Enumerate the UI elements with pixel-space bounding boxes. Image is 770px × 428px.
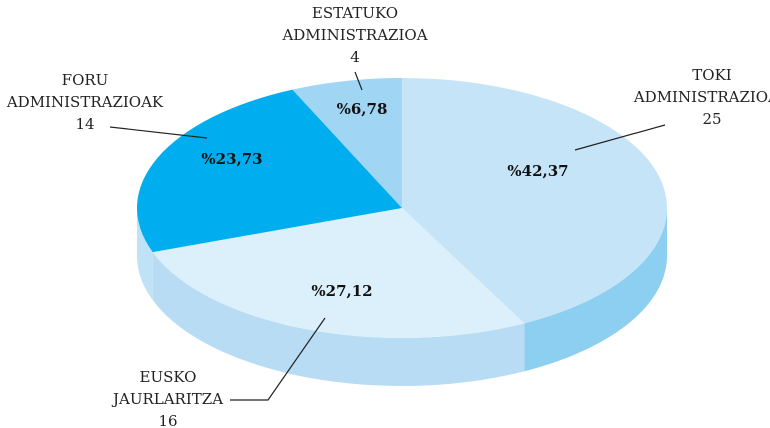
- slice-name: ESTATUKO ADMINISTRAZIOA: [281, 4, 427, 44]
- percent-label: %23,73: [201, 150, 262, 168]
- name-line: ADMINISTRAZIOAK: [6, 93, 164, 111]
- pie-side: [137, 208, 153, 301]
- pie-slice: [402, 78, 667, 324]
- name-line: EUSKO: [140, 368, 197, 386]
- name-line: ESTATUKO: [312, 4, 398, 22]
- name-line: TOKI: [692, 66, 732, 84]
- slice-count: 25: [702, 110, 721, 128]
- slice-count: 16: [158, 412, 177, 428]
- leader-line: [109, 126, 208, 139]
- name-line: JAURLARITZA: [111, 390, 223, 408]
- leader-line: [354, 71, 363, 91]
- pie-side: [524, 208, 667, 372]
- slice-name: TOKI ADMINISTRAZIOAK: [633, 66, 770, 106]
- pie-slice: [292, 78, 402, 208]
- pie-slice: [152, 208, 525, 338]
- slice-count: 4: [350, 48, 360, 66]
- pie-side: [152, 252, 525, 386]
- leader-line: [230, 317, 326, 401]
- name-line: ADMINISTRAZIOA: [281, 26, 427, 44]
- slice-count: 14: [75, 115, 94, 133]
- slice-name: EUSKO JAURLARITZA: [111, 368, 223, 408]
- leader-line: [574, 124, 666, 151]
- slice-name: FORU ADMINISTRAZIOAK: [6, 71, 164, 111]
- name-line: ADMINISTRAZIOAK: [633, 88, 770, 106]
- percent-label: %6,78: [337, 100, 388, 118]
- percent-label: %42,37: [507, 162, 568, 180]
- name-line: FORU: [62, 71, 109, 89]
- pie-slice: [137, 89, 403, 253]
- percent-label: %27,12: [311, 282, 372, 300]
